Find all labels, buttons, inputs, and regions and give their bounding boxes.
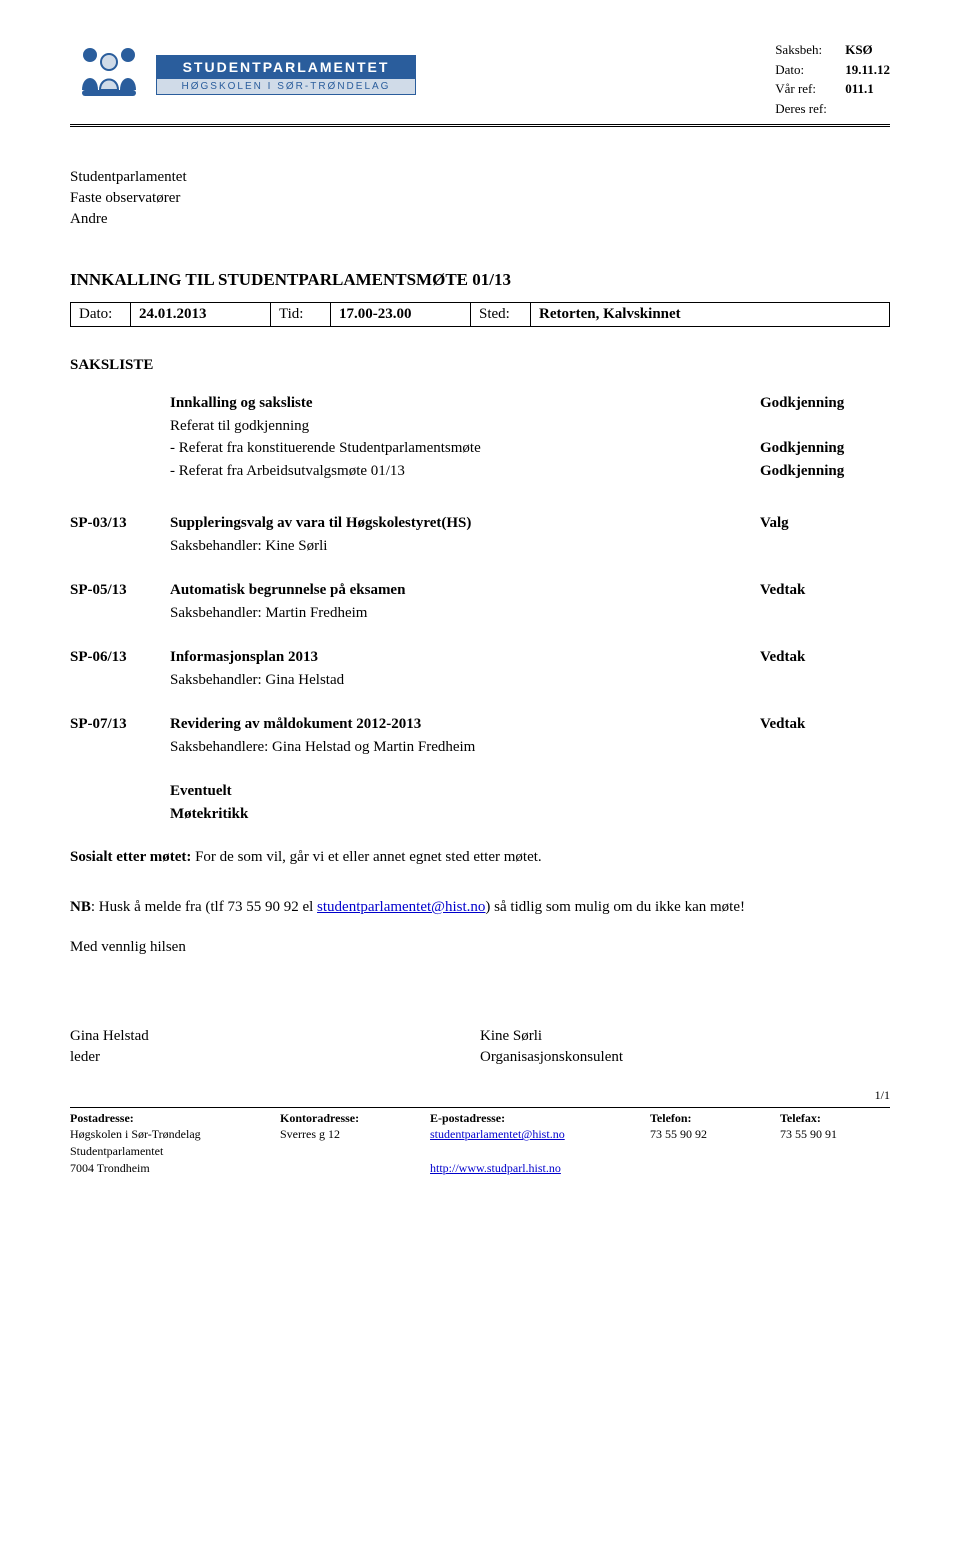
saksbeh-value: KSØ bbox=[845, 40, 872, 60]
logo-subtitle: HØGSKOLEN I SØR-TRØNDELAG bbox=[156, 79, 416, 95]
nb-body1: : Husk å melde fra (tlf 73 55 90 92 el bbox=[91, 899, 317, 915]
logo-block: STUDENTPARLAMENTET HØGSKOLEN I SØR-TRØND… bbox=[70, 40, 416, 110]
footer-col-kontor: Kontoradresse: Sverres g 12 bbox=[280, 1110, 410, 1177]
agenda-top-action bbox=[760, 415, 890, 438]
saksbeh-label: Saksbeh: bbox=[775, 40, 845, 60]
agenda-preamble: Innkalling og saksliste Godkjenning Refe… bbox=[170, 392, 890, 482]
footer-email-link[interactable]: studentparlamentet@hist.no bbox=[430, 1127, 565, 1141]
agenda-sub: Saksbehandler: Gina Helstad bbox=[170, 669, 760, 692]
signature-row: Gina Helstad leder Kine Sørli Organisasj… bbox=[70, 1026, 890, 1068]
divider bbox=[70, 124, 890, 125]
saksliste-heading: SAKSLISTE bbox=[70, 357, 890, 374]
agenda-code: SP-06/13 bbox=[70, 646, 170, 691]
footer-col-epost: E-postadresse: studentparlamentet@hist.n… bbox=[430, 1110, 630, 1177]
agenda-item: SP-03/13 Suppleringsvalg av vara til Høg… bbox=[70, 512, 890, 557]
meeting-sted-label: Sted: bbox=[471, 303, 531, 327]
varref-label: Vår ref: bbox=[775, 79, 845, 99]
footer-col-telefax: Telefax: 73 55 90 91 bbox=[780, 1110, 880, 1177]
agenda-item: SP-07/13 Revidering av måldokument 2012-… bbox=[70, 713, 890, 758]
footer-heading: E-postadresse: bbox=[430, 1110, 630, 1127]
sosialt-label: Sosialt etter møtet: bbox=[70, 849, 191, 865]
footer-heading: Postadresse: bbox=[70, 1110, 260, 1127]
meeting-dato-label: Dato: bbox=[71, 303, 131, 327]
nb-email-link[interactable]: studentparlamentet@hist.no bbox=[317, 899, 485, 915]
eventuelt-line: Eventuelt bbox=[170, 780, 890, 803]
agenda-top-action: Godkjenning bbox=[760, 460, 890, 483]
agenda-sub: Saksbehandler: Kine Sørli bbox=[170, 535, 760, 558]
sign-name: Gina Helstad bbox=[70, 1026, 480, 1047]
agenda-top-action: Godkjenning bbox=[760, 392, 890, 415]
footer-heading: Kontoradresse: bbox=[280, 1110, 410, 1127]
varref-value: 011.1 bbox=[845, 79, 874, 99]
agenda-title: Suppleringsvalg av vara til Høgskolestyr… bbox=[170, 512, 760, 535]
eventuelt-block: Eventuelt Møtekritikk bbox=[170, 780, 890, 825]
meeting-tid-value: 17.00-23.00 bbox=[331, 303, 471, 327]
footer-line: Sverres g 12 bbox=[280, 1126, 410, 1143]
agenda-top-item: - Referat fra konstituerende Studentparl… bbox=[170, 437, 760, 460]
divider bbox=[70, 126, 890, 127]
footer-line: 7004 Trondheim bbox=[70, 1160, 260, 1177]
nb-label: NB bbox=[70, 899, 91, 915]
recipient-line: Faste observatører bbox=[70, 188, 890, 209]
meeting-tid-label: Tid: bbox=[271, 303, 331, 327]
header: STUDENTPARLAMENTET HØGSKOLEN I SØR-TRØND… bbox=[70, 40, 890, 118]
agenda-title: Automatisk begrunnelse på eksamen bbox=[170, 579, 760, 602]
agenda-item: SP-06/13 Informasjonsplan 2013 Saksbehan… bbox=[70, 646, 890, 691]
agenda-sub: Saksbehandlere: Gina Helstad og Martin F… bbox=[170, 736, 760, 759]
logo-icon bbox=[70, 40, 148, 110]
agenda-item: SP-05/13 Automatisk begrunnelse på eksam… bbox=[70, 579, 890, 624]
footer-line: Høgskolen i Sør-Trøndelag bbox=[70, 1126, 260, 1143]
agenda-sub: Saksbehandler: Martin Fredheim bbox=[170, 602, 760, 625]
agenda-top-action: Godkjenning bbox=[760, 437, 890, 460]
nb-body2: ) så tidlig som mulig om du ikke kan møt… bbox=[485, 899, 745, 915]
meeting-info-table: Dato: 24.01.2013 Tid: 17.00-23.00 Sted: … bbox=[70, 302, 890, 327]
sign-title: Organisasjonskonsulent bbox=[480, 1047, 890, 1068]
agenda-kind: Vedtak bbox=[760, 579, 890, 624]
deresref-label: Deres ref: bbox=[775, 99, 845, 119]
footer: Postadresse: Høgskolen i Sør-Trøndelag S… bbox=[70, 1110, 890, 1177]
logo-title: STUDENTPARLAMENTET bbox=[156, 55, 416, 79]
agenda-code: SP-05/13 bbox=[70, 579, 170, 624]
signature-right: Kine Sørli Organisasjonskonsulent bbox=[480, 1026, 890, 1068]
footer-heading: Telefax: bbox=[780, 1110, 880, 1127]
agenda-top-item: Innkalling og saksliste bbox=[170, 392, 760, 415]
footer-heading: Telefon: bbox=[650, 1110, 760, 1127]
reference-block: Saksbeh: KSØ Dato: 19.11.12 Vår ref: 011… bbox=[775, 40, 890, 118]
agenda-top-item: Referat til godkjenning bbox=[170, 415, 760, 438]
footer-col-post: Postadresse: Høgskolen i Sør-Trøndelag S… bbox=[70, 1110, 260, 1177]
recipient-line: Studentparlamentet bbox=[70, 167, 890, 188]
meeting-dato-value: 24.01.2013 bbox=[131, 303, 271, 327]
agenda-code: SP-03/13 bbox=[70, 512, 170, 557]
meeting-sted-value: Retorten, Kalvskinnet bbox=[531, 303, 890, 327]
agenda-title: Informasjonsplan 2013 bbox=[170, 646, 760, 669]
footer-col-telefon: Telefon: 73 55 90 92 bbox=[650, 1110, 760, 1177]
footer-line: Studentparlamentet bbox=[70, 1143, 260, 1160]
sosialt-text: Sosialt etter møtet: For de som vil, går… bbox=[70, 849, 890, 866]
footer-web-link[interactable]: http://www.studparl.hist.no bbox=[430, 1161, 561, 1175]
agenda-items: SP-03/13 Suppleringsvalg av vara til Høg… bbox=[70, 512, 890, 758]
footer-line: 73 55 90 91 bbox=[780, 1126, 880, 1143]
dato-value: 19.11.12 bbox=[845, 60, 890, 80]
agenda-top-item: - Referat fra Arbeidsutvalgsmøte 01/13 bbox=[170, 460, 760, 483]
agenda-title: Revidering av måldokument 2012-2013 bbox=[170, 713, 760, 736]
document-title: INNKALLING TIL STUDENTPARLAMENTSMØTE 01/… bbox=[70, 270, 890, 290]
sosialt-body: For de som vil, går vi et eller annet eg… bbox=[191, 849, 541, 865]
sign-title: leder bbox=[70, 1047, 480, 1068]
dato-label: Dato: bbox=[775, 60, 845, 80]
agenda-kind: Valg bbox=[760, 512, 890, 557]
recipients: Studentparlamentet Faste observatører An… bbox=[70, 167, 890, 230]
sign-name: Kine Sørli bbox=[480, 1026, 890, 1047]
agenda-kind: Vedtak bbox=[760, 646, 890, 691]
hilsen: Med vennlig hilsen bbox=[70, 939, 890, 956]
nb-text: NB: Husk å melde fra (tlf 73 55 90 92 el… bbox=[70, 896, 890, 919]
signature-left: Gina Helstad leder bbox=[70, 1026, 480, 1068]
agenda-code: SP-07/13 bbox=[70, 713, 170, 758]
logo-text: STUDENTPARLAMENTET HØGSKOLEN I SØR-TRØND… bbox=[156, 55, 416, 95]
footer-divider bbox=[70, 1107, 890, 1108]
agenda-kind: Vedtak bbox=[760, 713, 890, 758]
footer-line: 73 55 90 92 bbox=[650, 1126, 760, 1143]
recipient-line: Andre bbox=[70, 209, 890, 230]
eventuelt-line: Møtekritikk bbox=[170, 803, 890, 826]
page-number: 1/1 bbox=[70, 1088, 890, 1103]
